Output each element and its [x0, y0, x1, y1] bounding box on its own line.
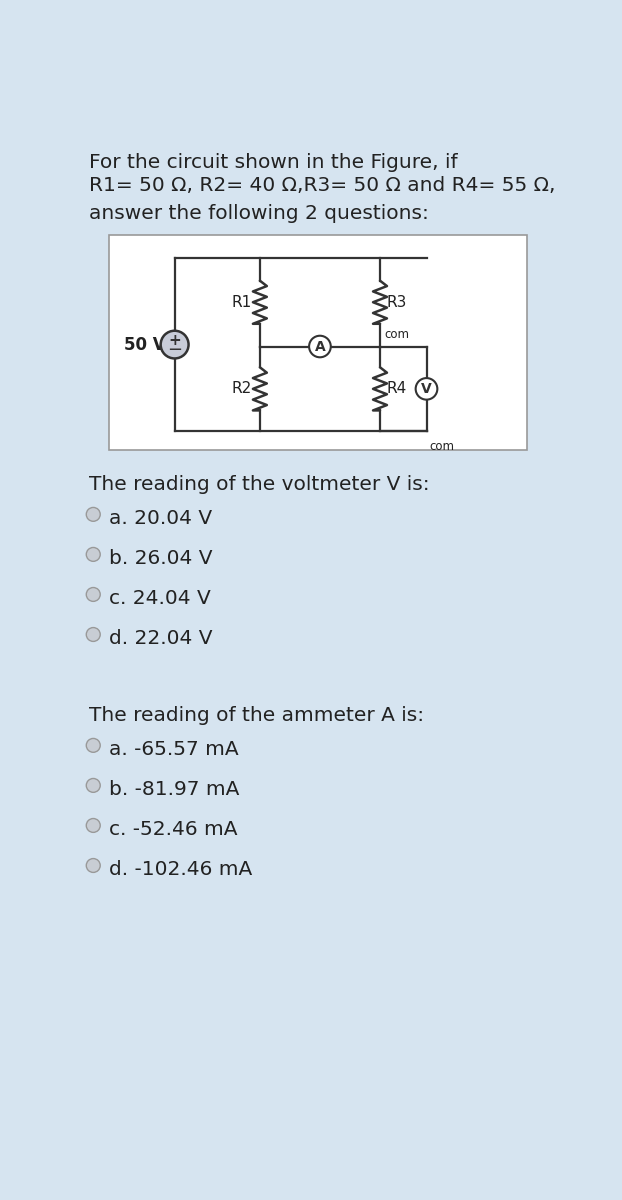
- Text: A: A: [315, 340, 325, 354]
- Text: d. 22.04 V: d. 22.04 V: [109, 629, 212, 648]
- Circle shape: [309, 336, 331, 358]
- Text: +: +: [168, 334, 181, 348]
- Text: c. -52.46 mA: c. -52.46 mA: [109, 820, 237, 839]
- Text: R2: R2: [231, 382, 251, 396]
- Circle shape: [160, 331, 188, 359]
- Text: V: V: [421, 382, 432, 396]
- Text: d. -102.46 mA: d. -102.46 mA: [109, 860, 252, 880]
- Text: R1= 50 Ω, R2= 40 Ω,R3= 50 Ω and R4= 55 Ω,: R1= 50 Ω, R2= 40 Ω,R3= 50 Ω and R4= 55 Ω…: [88, 176, 555, 196]
- Text: com: com: [384, 328, 409, 341]
- Text: The reading of the voltmeter V is:: The reading of the voltmeter V is:: [88, 475, 429, 494]
- Text: c. 24.04 V: c. 24.04 V: [109, 589, 210, 608]
- Text: a. -65.57 mA: a. -65.57 mA: [109, 740, 238, 758]
- Circle shape: [86, 588, 100, 601]
- Circle shape: [86, 858, 100, 872]
- Text: b. 26.04 V: b. 26.04 V: [109, 550, 212, 568]
- FancyBboxPatch shape: [109, 235, 527, 450]
- Circle shape: [415, 378, 437, 400]
- Text: −: −: [167, 341, 182, 359]
- Circle shape: [86, 547, 100, 562]
- Text: answer the following 2 questions:: answer the following 2 questions:: [88, 204, 429, 223]
- Text: For the circuit shown in the Figure, if: For the circuit shown in the Figure, if: [88, 154, 457, 173]
- Text: com: com: [430, 440, 455, 454]
- Text: R1: R1: [231, 295, 251, 310]
- Circle shape: [86, 818, 100, 833]
- Text: a. 20.04 V: a. 20.04 V: [109, 509, 212, 528]
- Text: R4: R4: [387, 382, 407, 396]
- Text: 50 V: 50 V: [124, 336, 166, 354]
- Circle shape: [86, 508, 100, 521]
- Text: The reading of the ammeter A is:: The reading of the ammeter A is:: [88, 706, 424, 725]
- Circle shape: [86, 738, 100, 752]
- Circle shape: [86, 628, 100, 642]
- Circle shape: [86, 779, 100, 792]
- Text: R3: R3: [387, 295, 407, 310]
- Text: b. -81.97 mA: b. -81.97 mA: [109, 780, 239, 799]
